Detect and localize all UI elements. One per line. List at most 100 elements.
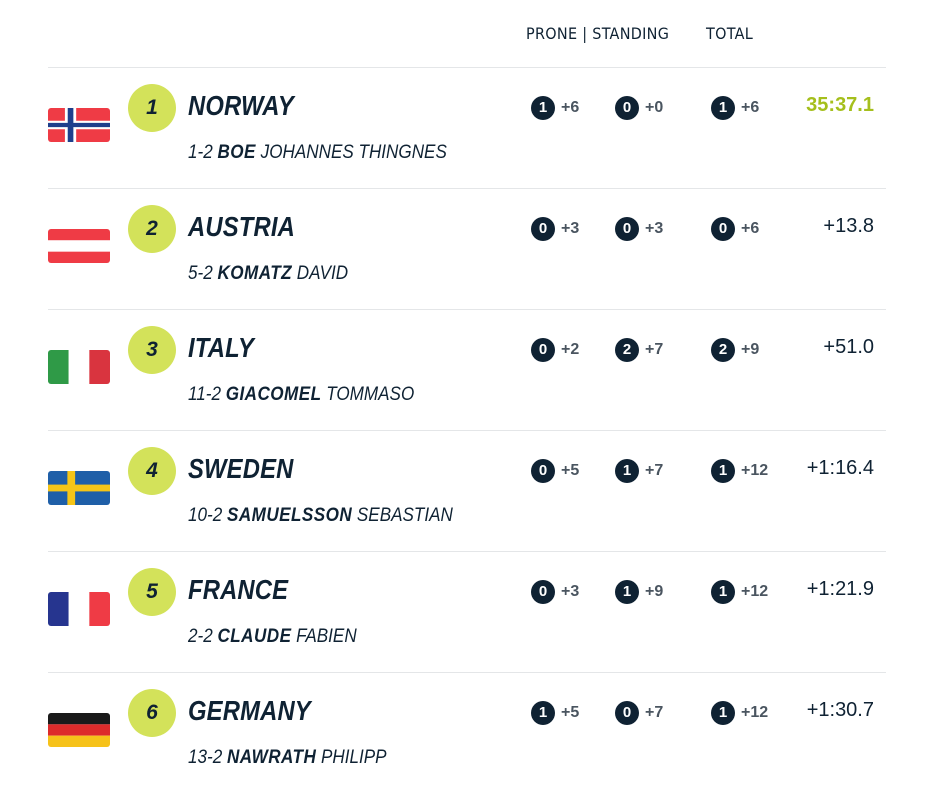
athlete-line[interactable]: 10-2 SAMUELSSON SEBASTIAN bbox=[188, 505, 453, 527]
standing-misses: 0 bbox=[615, 96, 639, 120]
bib-number: 10-2 bbox=[188, 505, 223, 526]
total-column-header: TOTAL bbox=[706, 24, 754, 43]
divider bbox=[48, 430, 886, 431]
result-row[interactable]: 2 AUSTRIA 5-2 KOMATZ DAVID 0 +3 0 +3 0 +… bbox=[0, 189, 926, 310]
athlete-first-name: JOHANNES THINGNES bbox=[260, 142, 447, 163]
divider bbox=[48, 309, 886, 310]
shooting-column-header: PRONE | STANDING bbox=[526, 24, 670, 43]
prone-penalty: +2 bbox=[561, 341, 580, 358]
total-misses: 1 bbox=[711, 580, 735, 604]
rank-badge: 4 bbox=[128, 447, 176, 495]
standing-penalty: +7 bbox=[645, 341, 664, 358]
prone-penalty: +5 bbox=[561, 462, 580, 479]
total-misses: 1 bbox=[711, 459, 735, 483]
athlete-first-name: PHILIPP bbox=[321, 747, 387, 768]
athlete-last-name: BOE bbox=[217, 142, 256, 163]
prone-shooting: 0 +3 bbox=[531, 217, 579, 241]
total-misses: 2 bbox=[711, 338, 735, 362]
result-row[interactable]: 4 SWEDEN 10-2 SAMUELSSON SEBASTIAN 0 +5 … bbox=[0, 431, 926, 552]
rank-badge: 6 bbox=[128, 689, 176, 737]
prone-shooting: 0 +5 bbox=[531, 459, 579, 483]
athlete-line[interactable]: 13-2 NAWRATH PHILIPP bbox=[188, 747, 387, 769]
prone-misses: 0 bbox=[531, 580, 555, 604]
divider bbox=[48, 672, 886, 673]
finish-time: +1:30.7 bbox=[806, 699, 874, 721]
country-name[interactable]: GERMANY bbox=[188, 695, 311, 726]
sweden-flag-icon bbox=[48, 471, 110, 505]
athlete-last-name: CLAUDE bbox=[217, 626, 292, 647]
prone-misses: 0 bbox=[531, 459, 555, 483]
athlete-line[interactable]: 11-2 GIACOMEL TOMMASO bbox=[188, 384, 414, 406]
country-name[interactable]: FRANCE bbox=[188, 574, 289, 605]
prone-penalty: +6 bbox=[561, 99, 580, 116]
standing-penalty: +0 bbox=[645, 99, 664, 116]
standing-misses: 1 bbox=[615, 459, 639, 483]
athlete-line[interactable]: 5-2 KOMATZ DAVID bbox=[188, 263, 348, 285]
divider bbox=[48, 67, 886, 68]
athlete-first-name: SEBASTIAN bbox=[356, 505, 453, 526]
total-penalty: +12 bbox=[741, 462, 769, 479]
bib-number: 13-2 bbox=[188, 747, 223, 768]
results-header: PRONE | STANDING TOTAL bbox=[0, 0, 926, 68]
standing-penalty: +3 bbox=[645, 220, 664, 237]
standing-shooting: 1 +7 bbox=[615, 459, 663, 483]
rank-badge: 5 bbox=[128, 568, 176, 616]
standing-penalty: +7 bbox=[645, 704, 664, 721]
norway-flag-icon bbox=[48, 108, 110, 142]
prone-penalty: +3 bbox=[561, 220, 580, 237]
standing-misses: 1 bbox=[615, 580, 639, 604]
divider bbox=[48, 551, 886, 552]
result-row[interactable]: 5 FRANCE 2-2 CLAUDE FABIEN 0 +3 1 +9 1 +… bbox=[0, 552, 926, 673]
bib-number: 11-2 bbox=[188, 384, 221, 405]
total-shooting: 1 +12 bbox=[711, 580, 768, 604]
total-shooting: 2 +9 bbox=[711, 338, 759, 362]
country-name[interactable]: ITALY bbox=[188, 332, 255, 363]
total-misses: 1 bbox=[711, 96, 735, 120]
country-name[interactable]: AUSTRIA bbox=[188, 211, 295, 242]
bib-number: 5-2 bbox=[188, 263, 213, 284]
prone-penalty: +3 bbox=[561, 583, 580, 600]
rank-badge: 3 bbox=[128, 326, 176, 374]
germany-flag-icon bbox=[48, 713, 110, 747]
result-row[interactable]: 6 GERMANY 13-2 NAWRATH PHILIPP 1 +5 0 +7… bbox=[0, 673, 926, 794]
standing-shooting: 2 +7 bbox=[615, 338, 663, 362]
finish-time: +51.0 bbox=[823, 336, 874, 358]
prone-penalty: +5 bbox=[561, 704, 580, 721]
standing-misses: 2 bbox=[615, 338, 639, 362]
result-row[interactable]: 3 ITALY 11-2 GIACOMEL TOMMASO 0 +2 2 +7 … bbox=[0, 310, 926, 431]
prone-shooting: 0 +3 bbox=[531, 580, 579, 604]
country-name[interactable]: SWEDEN bbox=[188, 453, 294, 484]
athlete-last-name: SAMUELSSON bbox=[226, 505, 353, 526]
italy-flag-icon bbox=[48, 350, 110, 384]
total-penalty: +6 bbox=[741, 220, 760, 237]
athlete-line[interactable]: 1-2 BOE JOHANNES THINGNES bbox=[188, 142, 447, 164]
total-penalty: +6 bbox=[741, 99, 760, 116]
athlete-last-name: NAWRATH bbox=[226, 747, 317, 768]
finish-time: +1:21.9 bbox=[806, 578, 874, 600]
total-misses: 1 bbox=[711, 701, 735, 725]
prone-misses: 1 bbox=[531, 701, 555, 725]
finish-time: 35:37.1 bbox=[806, 94, 874, 116]
finish-time: +1:16.4 bbox=[806, 457, 874, 479]
france-flag-icon bbox=[48, 592, 110, 626]
divider bbox=[48, 188, 886, 189]
total-shooting: 1 +12 bbox=[711, 701, 768, 725]
result-row[interactable]: 1 NORWAY 1-2 BOE JOHANNES THINGNES 1 +6 … bbox=[0, 68, 926, 189]
athlete-line[interactable]: 2-2 CLAUDE FABIEN bbox=[188, 626, 357, 648]
prone-misses: 1 bbox=[531, 96, 555, 120]
prone-shooting: 1 +6 bbox=[531, 96, 579, 120]
country-name[interactable]: NORWAY bbox=[188, 90, 294, 121]
total-shooting: 1 +12 bbox=[711, 459, 768, 483]
bib-number: 2-2 bbox=[188, 626, 213, 647]
austria-flag-icon bbox=[48, 229, 110, 263]
standing-shooting: 1 +9 bbox=[615, 580, 663, 604]
total-shooting: 1 +6 bbox=[711, 96, 759, 120]
standing-misses: 0 bbox=[615, 217, 639, 241]
standing-shooting: 0 +3 bbox=[615, 217, 663, 241]
finish-time: +13.8 bbox=[823, 215, 874, 237]
athlete-first-name: TOMMASO bbox=[326, 384, 415, 405]
athlete-last-name: KOMATZ bbox=[217, 263, 293, 284]
total-penalty: +12 bbox=[741, 704, 769, 721]
prone-shooting: 0 +2 bbox=[531, 338, 579, 362]
prone-shooting: 1 +5 bbox=[531, 701, 579, 725]
